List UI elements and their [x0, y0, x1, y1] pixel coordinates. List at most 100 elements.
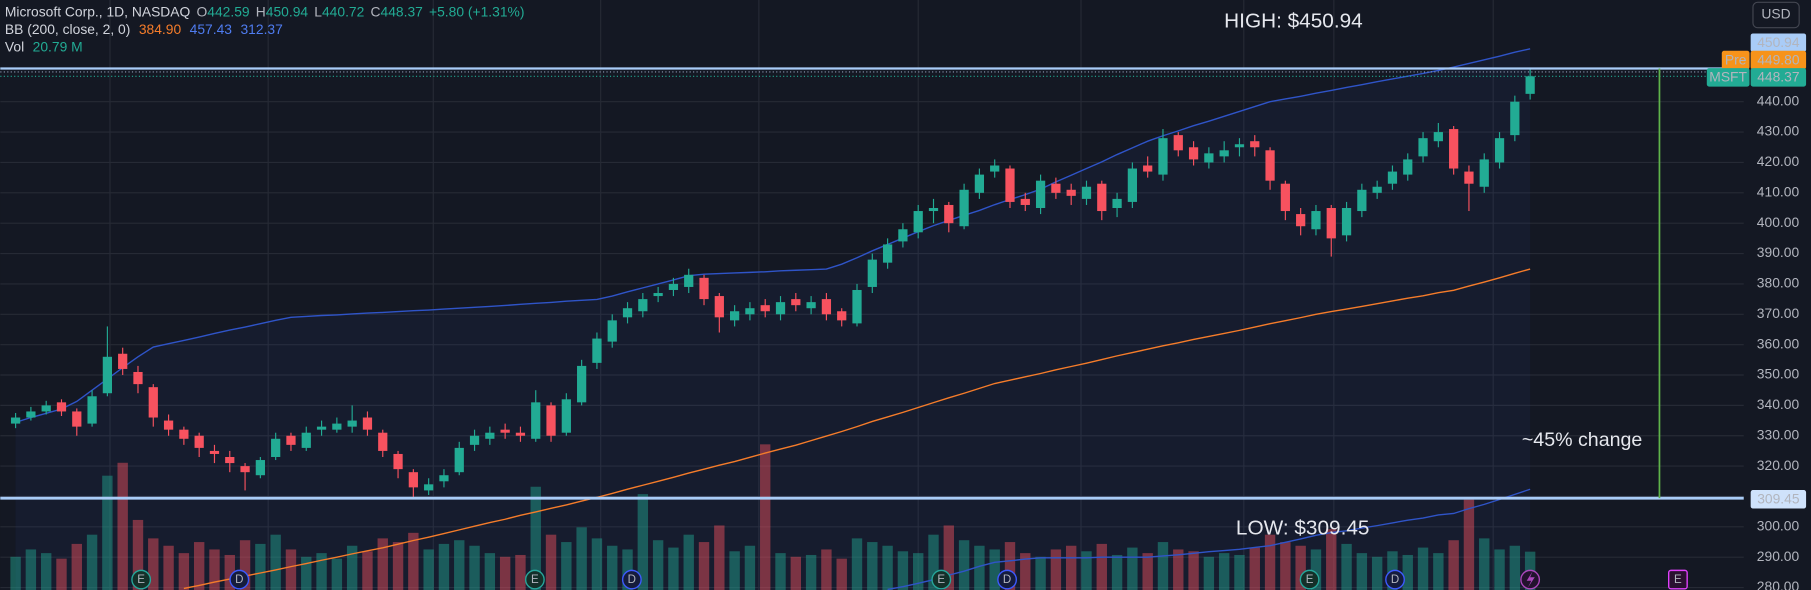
event-marker — [1299, 569, 1320, 590]
volume-bar — [683, 534, 694, 590]
candle-body — [469, 435, 480, 445]
volume-bar — [698, 542, 710, 590]
candle-body — [730, 311, 740, 321]
pre-tag-label: Pre — [1725, 51, 1747, 67]
volume-bar — [86, 534, 98, 590]
volume-bar — [148, 538, 159, 590]
candle-body — [1020, 198, 1030, 205]
bb-value: 457.43 — [190, 21, 233, 37]
candle-body — [271, 438, 281, 457]
volume-bar — [882, 545, 893, 590]
candle-body — [102, 356, 113, 394]
event-label: D — [1391, 574, 1399, 586]
candle-body — [944, 204, 954, 224]
candle-body — [1387, 171, 1398, 184]
y-tick-label: 340.00 — [1757, 396, 1800, 412]
event-label: D — [628, 574, 636, 586]
volume-bar — [1280, 542, 1291, 590]
y-tick-label: 360.00 — [1757, 335, 1800, 351]
candle-body — [87, 396, 97, 424]
volume-bar — [255, 543, 266, 590]
candle-body — [592, 338, 602, 363]
candle-body — [118, 353, 128, 369]
candle-body — [684, 274, 694, 287]
volume-bar — [499, 556, 511, 590]
y-tick-label: 400.00 — [1757, 214, 1800, 230]
volume-bar — [301, 556, 312, 590]
candle-body — [531, 402, 541, 439]
volume-bar — [1203, 556, 1215, 590]
event-label: E — [1306, 574, 1314, 586]
candle-body — [72, 411, 82, 427]
ohlc-value: 448.37 — [381, 3, 423, 19]
event-label: E — [137, 574, 145, 586]
volume-bar — [561, 542, 572, 590]
event-label: E — [937, 574, 945, 586]
legend-line: BB (200, close, 2, 0) 384.90 457.43 312.… — [5, 21, 283, 37]
pre-price-label: 449.80 — [1757, 51, 1800, 67]
low-price-box — [1750, 490, 1807, 509]
volume-bar — [1249, 547, 1260, 590]
last-price-box — [1750, 68, 1807, 87]
candle-body — [806, 302, 816, 309]
candle-body — [1051, 183, 1061, 193]
event-marker — [621, 569, 642, 590]
currency[interactable]: USD — [1761, 6, 1790, 22]
event-label: E — [1674, 574, 1682, 586]
candle-body — [1372, 186, 1382, 193]
volume-bar — [1417, 547, 1429, 590]
y-tick-label: 290.00 — [1757, 548, 1800, 564]
candle-body — [148, 387, 158, 418]
candle-body — [1204, 153, 1214, 163]
volume-bar — [454, 540, 465, 590]
event-label: D — [235, 574, 243, 586]
candle-body — [607, 320, 617, 342]
y-tick-label: 320.00 — [1757, 457, 1800, 473]
volume-bar — [1065, 545, 1077, 590]
bb-value: 312.37 — [240, 21, 282, 37]
volume-bar — [392, 542, 404, 590]
volume-bar — [913, 553, 924, 590]
candle-body — [316, 426, 327, 430]
volume-bar — [377, 538, 388, 590]
volume-bar — [1295, 545, 1306, 590]
volume-bar — [652, 540, 664, 590]
candle-body — [485, 432, 495, 439]
volume-bar — [1111, 554, 1123, 590]
volume-bar — [316, 553, 327, 590]
volume-bar — [362, 551, 373, 590]
candle-body — [852, 289, 862, 324]
candle-body — [225, 456, 235, 464]
candle-body — [1525, 76, 1535, 94]
volume-bar — [805, 554, 817, 590]
candle-body — [1494, 138, 1505, 163]
ohlc-label: C — [371, 3, 381, 19]
last-tag-box — [1706, 68, 1750, 87]
volume-bar — [1142, 553, 1153, 590]
volume-bar — [178, 553, 190, 590]
candle-body — [867, 259, 877, 287]
change-annotation: ~45% change — [1522, 429, 1643, 451]
currency-button[interactable] — [1752, 1, 1800, 29]
candle-body — [1449, 129, 1459, 169]
candle-body — [1403, 159, 1413, 175]
high-price-box — [1750, 33, 1807, 52]
candle-body — [500, 429, 510, 433]
candle-body — [638, 299, 648, 312]
event-marker — [1667, 569, 1688, 590]
volume-bar — [1479, 538, 1490, 590]
volume-bar — [1127, 547, 1138, 590]
lightning-icon — [1526, 571, 1535, 588]
y-tick-label: 440.00 — [1757, 92, 1800, 108]
volume-bar — [729, 551, 740, 590]
candle-body — [56, 402, 67, 412]
candle-body — [1510, 101, 1520, 136]
candle-body — [928, 208, 939, 212]
ohlc-label: O — [196, 3, 207, 19]
volume-bar — [346, 545, 358, 590]
y-tick-label: 430.00 — [1757, 123, 1800, 139]
candle-body — [546, 405, 556, 436]
candle-body — [791, 299, 801, 306]
